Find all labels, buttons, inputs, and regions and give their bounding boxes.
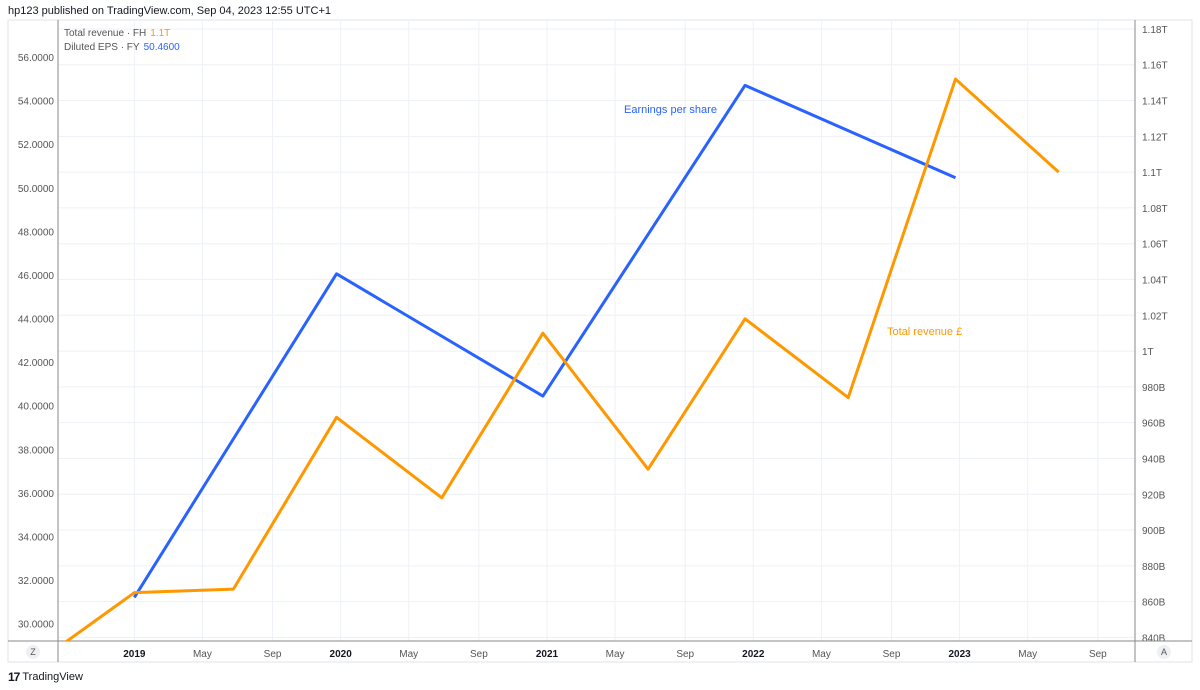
left-tick-label: 48.0000	[18, 227, 55, 238]
x-tick-label: 2020	[330, 649, 353, 660]
legend-eps: Diluted EPS · FY 50.4600	[64, 41, 180, 55]
right-tick-label: 880B	[1142, 562, 1166, 573]
eps-annotation: Earnings per share	[624, 104, 717, 116]
left-tick-label: 56.0000	[18, 53, 55, 64]
left-tick-label: 44.0000	[18, 315, 55, 326]
x-tick-label: May	[812, 649, 831, 660]
x-tick-label: May	[606, 649, 625, 660]
right-tick-label: 1T	[1142, 347, 1154, 358]
revenue-line	[64, 77, 1060, 641]
left-tick-label: 42.0000	[18, 358, 55, 369]
right-tick-label: 980B	[1142, 383, 1166, 394]
right-tick-label: 840B	[1142, 633, 1166, 644]
right-tick-label: 960B	[1142, 419, 1166, 430]
right-tick-label: 920B	[1142, 490, 1166, 501]
x-tick-label: 2019	[123, 649, 146, 660]
publish-header: hp123 published on TradingView.com, Sep …	[8, 5, 331, 17]
right-tick-label: 1.02T	[1142, 311, 1168, 322]
right-tick-label: 860B	[1142, 598, 1166, 609]
left-tick-label: 54.0000	[18, 97, 55, 108]
left-tick-label: 34.0000	[18, 532, 55, 543]
legend-value: 1.1T	[150, 28, 171, 39]
x-tick-label: 2023	[949, 649, 972, 660]
x-tick-label: Sep	[883, 649, 901, 660]
right-tick-label: 900B	[1142, 526, 1166, 537]
right-tick-label: 1.18T	[1142, 25, 1168, 36]
left-tick-label: 46.0000	[18, 271, 55, 282]
x-tick-label: May	[193, 649, 212, 660]
x-tick-label: May	[1018, 649, 1037, 660]
legend-label: Diluted EPS · FY	[64, 42, 140, 53]
x-tick-label: Sep	[264, 649, 282, 660]
left-tick-label: 32.0000	[18, 576, 55, 587]
eps-line	[133, 83, 957, 599]
left-tick-label: 50.0000	[18, 184, 55, 195]
left-tick-label: 38.0000	[18, 445, 55, 456]
zoom-reset-button[interactable]: Z	[26, 645, 40, 659]
legend: Total revenue · FH 1.1T Diluted EPS · FY 5…	[64, 27, 180, 55]
right-tick-label: 1.12T	[1142, 132, 1168, 143]
left-tick-label: 52.0000	[18, 140, 55, 151]
legend-revenue: Total revenue · FH 1.1T	[64, 27, 180, 41]
right-tick-label: 1.14T	[1142, 97, 1168, 108]
x-tick-label: 2021	[536, 649, 559, 660]
x-tick-label: May	[399, 649, 418, 660]
right-tick-label: 1.06T	[1142, 240, 1168, 251]
right-tick-label: 1.16T	[1142, 61, 1168, 72]
tradingview-logo-icon: 17	[8, 670, 20, 684]
right-tick-label: 1.04T	[1142, 275, 1168, 286]
x-tick-label: 2022	[742, 649, 765, 660]
x-tick-label: Sep	[1089, 649, 1107, 660]
x-tick-label: Sep	[470, 649, 488, 660]
x-tick-label: Sep	[676, 649, 694, 660]
footer: 17 TradingView	[8, 670, 83, 684]
legend-value: 50.4600	[143, 42, 180, 53]
left-tick-label: 36.0000	[18, 489, 55, 500]
legend-label: Total revenue · FH	[64, 28, 147, 39]
revenue-annotation: Total revenue £	[887, 326, 962, 338]
auto-scale-button[interactable]: A	[1157, 645, 1171, 659]
left-tick-label: 30.0000	[18, 620, 55, 631]
right-tick-label: 940B	[1142, 454, 1166, 465]
brand-name: TradingView	[22, 671, 83, 683]
left-tick-label: 40.0000	[18, 402, 55, 413]
chart-frame	[7, 19, 1193, 663]
right-tick-label: 1.1T	[1142, 168, 1162, 179]
right-tick-label: 1.08T	[1142, 204, 1168, 215]
